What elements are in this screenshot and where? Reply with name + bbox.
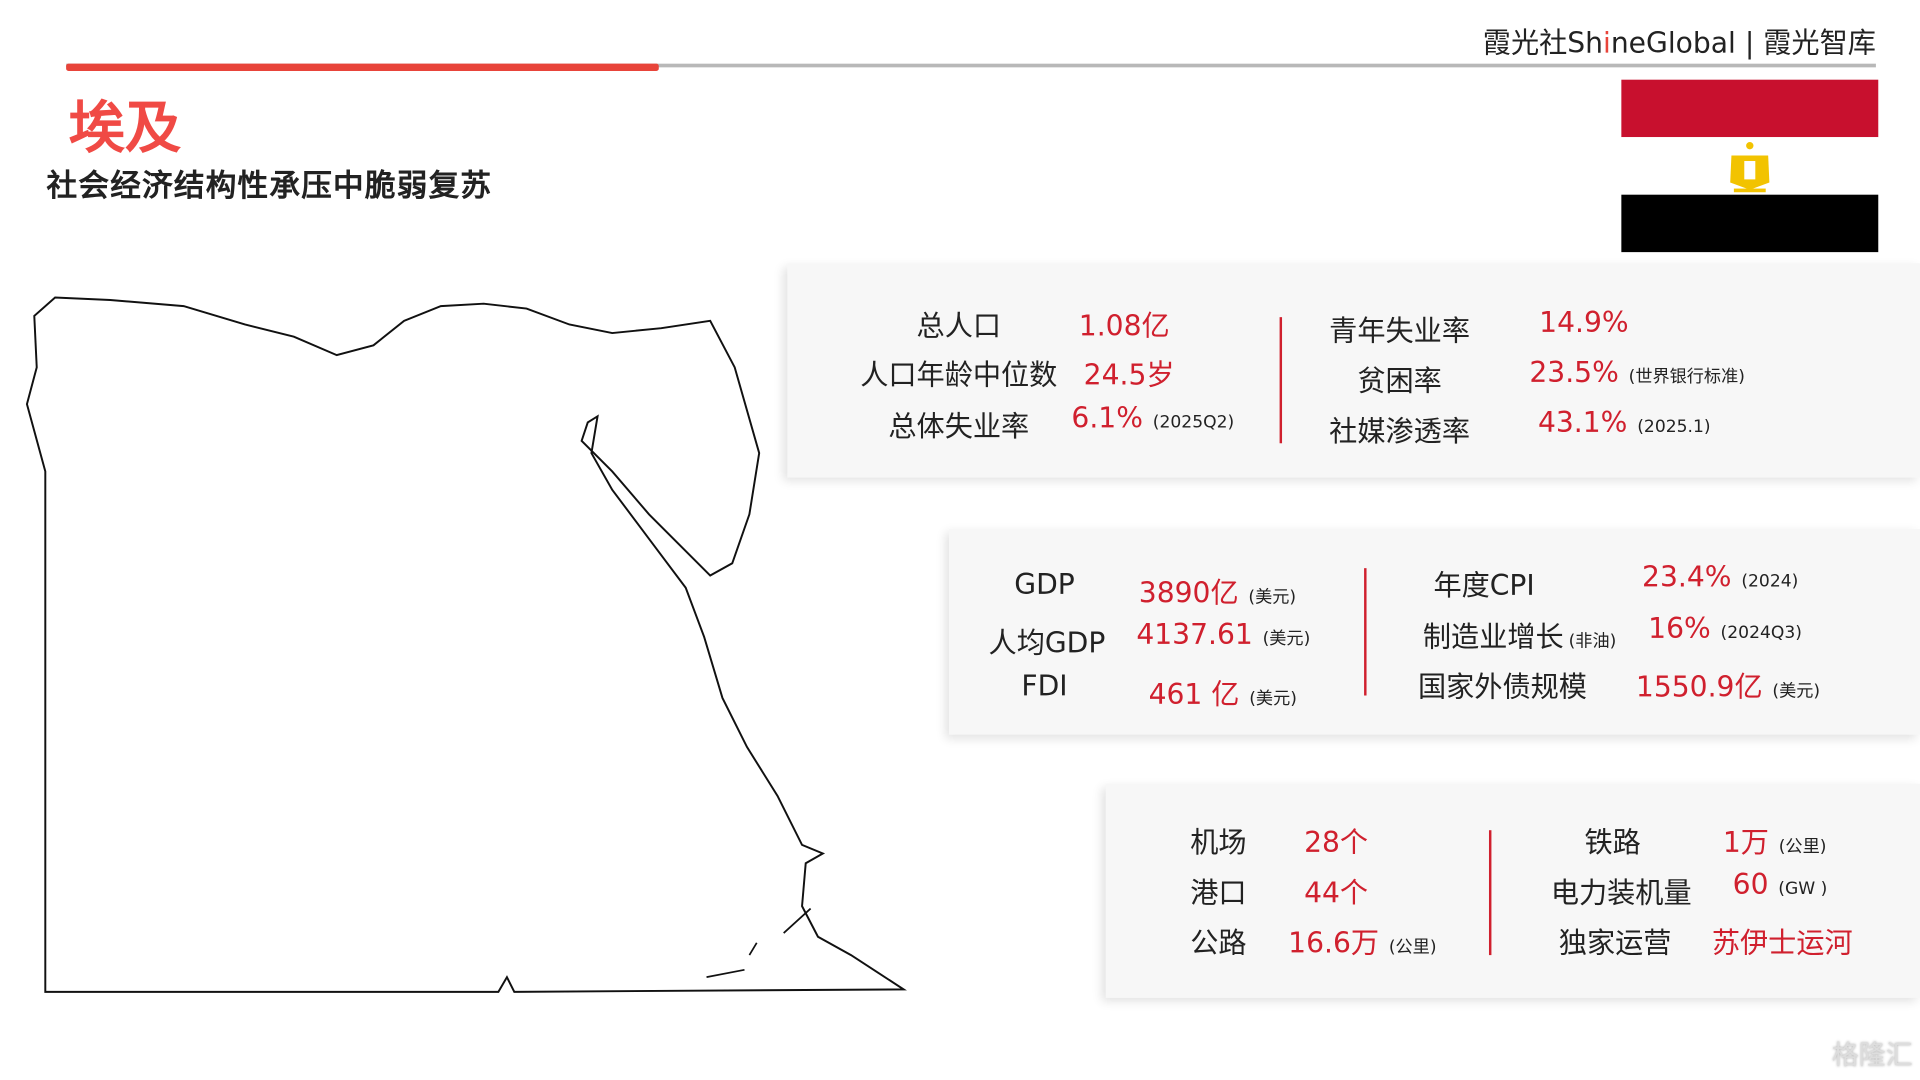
- header-accent-bar: [66, 63, 659, 72]
- stat-label: 公路: [1190, 928, 1247, 961]
- stat-label: 年度CPI: [1433, 570, 1535, 603]
- panel-divider: [1364, 568, 1367, 696]
- stat-label: 制造业增长 (非油): [1422, 622, 1617, 654]
- eagle-emblem-icon: [1730, 142, 1770, 193]
- page-subtitle: 社会经济结构性承压中脆弱复苏: [46, 167, 493, 204]
- header-divider: [66, 63, 1876, 68]
- stat-value: 461 亿 (美元): [1148, 679, 1297, 712]
- panel-demographics: 总人口 1.08亿 人口年龄中位数 24.5岁 总体失业率 6.1% (2025Q2) …: [787, 263, 1920, 478]
- stat-label: 人口年龄中位数: [860, 360, 1058, 392]
- stat-label: 电力装机量: [1550, 877, 1692, 910]
- stat-value: 1.08亿: [1078, 311, 1170, 343]
- panel-economy: GDP 3890亿 (美元) 人均GDP 4137.61 (美元) FDI 461 亿 (美…: [948, 528, 1920, 735]
- stat-label: 机场: [1190, 827, 1247, 860]
- stat-value: 16.6万 (公里): [1288, 928, 1437, 961]
- stat-value: 16% (2024Q3): [1648, 613, 1802, 646]
- stat-value: 1万 (公里): [1722, 827, 1827, 860]
- stat-label: FDI: [1021, 671, 1068, 703]
- stat-value: 43.1% (2025.1): [1537, 407, 1711, 440]
- page-title: 埃及: [68, 94, 182, 161]
- brand-en: Sh: [1567, 28, 1604, 61]
- stat-value: 24.5岁: [1083, 360, 1175, 392]
- stat-label: 贫困率: [1357, 366, 1442, 398]
- stat-value: 60 (GW ): [1732, 869, 1828, 902]
- egypt-flag: [1621, 79, 1879, 253]
- panel-divider: [1488, 830, 1492, 956]
- stat-value: 1550.9亿 (美元): [1635, 672, 1821, 705]
- stat-value: 23.4% (2024): [1642, 562, 1799, 594]
- stat-label: 人均GDP: [988, 628, 1106, 661]
- stat-label: 总人口: [916, 311, 1002, 343]
- stat-label: 港口: [1190, 877, 1247, 910]
- panel-divider: [1279, 317, 1283, 444]
- stat-value: 6.1% (2025Q2): [1071, 402, 1235, 435]
- brand-header: 霞光社ShineGlobal | 霞光智库: [1483, 20, 1876, 62]
- stat-label: 社媒渗透率: [1329, 416, 1471, 449]
- stat-value: 28个: [1304, 827, 1369, 860]
- brand-en-highlight: i: [1603, 28, 1611, 61]
- brand-cn: 霞光社: [1482, 28, 1568, 61]
- stat-value: 23.5% (世界银行标准): [1529, 357, 1745, 390]
- brand-en-rest: neGlobal: [1610, 28, 1736, 61]
- stat-value: 44个: [1304, 877, 1369, 910]
- stat-label: 铁路: [1584, 827, 1641, 860]
- stat-value: 苏伊士运河: [1711, 928, 1853, 961]
- stat-label: GDP: [1014, 569, 1075, 602]
- stat-label: 独家运营: [1558, 928, 1672, 961]
- brand-right: 霞光智库: [1763, 28, 1876, 61]
- watermark: 格隆汇: [1831, 1040, 1913, 1072]
- stat-label: 青年失业率: [1329, 315, 1471, 348]
- brand-separator: |: [1744, 28, 1755, 61]
- stat-label: 总体失业率: [888, 411, 1030, 444]
- egypt-map: [25, 296, 907, 993]
- stat-label: 国家外债规模: [1417, 672, 1587, 705]
- panel-infrastructure: 机场 28个 港口 44个 公路 16.6万 (公里) 铁路 1万 (公里) 电力装机量 60…: [1105, 783, 1920, 998]
- stat-value: 3890亿 (美元): [1138, 577, 1297, 610]
- stat-value: 4137.61 (美元): [1136, 619, 1311, 652]
- stat-value: 14.9%: [1539, 307, 1629, 340]
